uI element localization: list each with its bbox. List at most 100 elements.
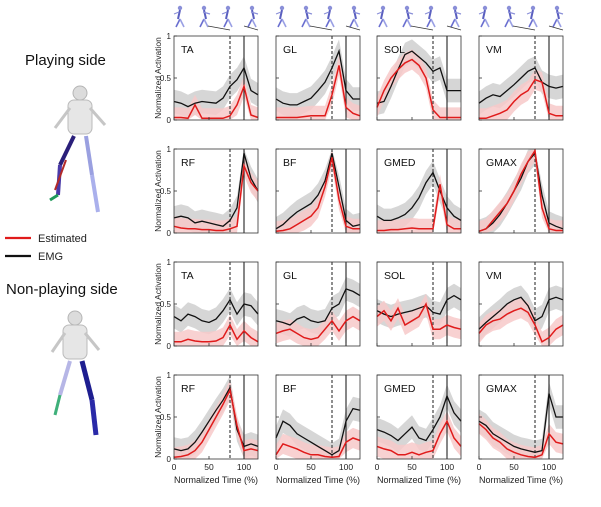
x-axis-label: Normalized Time (%) [174, 475, 258, 485]
emg-line [275, 153, 361, 230]
emg-sd-band [174, 288, 258, 335]
estimated-line [478, 307, 564, 343]
muscle-label: SOL [384, 270, 405, 282]
y-axis-label: Normalized Activation [153, 150, 163, 232]
muscle-label: GL [283, 44, 297, 56]
y-axis-label: Normalized Activation [153, 263, 163, 345]
pose-figure [504, 5, 516, 28]
panel-non-playing-sol: SOL [376, 261, 462, 347]
muscle-label: SOL [384, 44, 405, 56]
legend-emg-label: EMG [38, 251, 63, 263]
estimated-line [275, 315, 361, 341]
pose-figure [552, 5, 564, 28]
panel-playing-rf: RF 0 0.5 1 Normalized Activation [153, 145, 259, 238]
emg-line [478, 296, 564, 330]
estimated-line [174, 83, 259, 120]
estimated-sd-band [174, 380, 258, 459]
pose-figure [275, 5, 287, 28]
phase-connector [446, 25, 462, 31]
emg-line [275, 48, 360, 106]
y-tick-label: 0 [167, 229, 172, 238]
x-tick-label: 0 [274, 462, 279, 472]
panel-playing-gl: GL [275, 35, 361, 121]
emg-line [478, 67, 564, 104]
emg-line [173, 153, 259, 228]
pose-figure [199, 5, 211, 28]
estimated-sd-band [276, 306, 360, 346]
emg-line [173, 66, 259, 108]
y-tick-label: 0.5 [160, 187, 172, 196]
emg-sd-band [174, 149, 258, 233]
estimated-line [173, 162, 259, 232]
panel-non-playing-vm: VM [478, 261, 564, 347]
pose-figure [478, 5, 490, 28]
non-playing-side-title: Non-playing side [6, 281, 118, 298]
muscle-label: GL [283, 270, 297, 282]
phase-connector [512, 25, 536, 31]
panel-non-playing-gl: GL [275, 261, 361, 347]
panel-playing-sol: SOL [376, 35, 462, 121]
muscle-label: TA [181, 44, 194, 56]
phase-connector [207, 25, 231, 31]
x-axis-label: Normalized Time (%) [276, 475, 360, 485]
emg-sd-band [377, 384, 461, 453]
estimated-line [376, 302, 462, 330]
x-tick-label: 50 [407, 462, 417, 472]
emg-line [376, 294, 462, 318]
panel-non-playing-gmax: GMAX 0 50 100 Normalized Time (%) [477, 374, 564, 485]
x-tick-label: 50 [509, 462, 519, 472]
emg-line [173, 298, 259, 324]
x-axis-label: Normalized Time (%) [377, 475, 461, 485]
estimated-sd-band [377, 49, 461, 120]
panel-playing-gmed: GMED [376, 148, 462, 234]
x-tick-label: 100 [237, 462, 251, 472]
panel-playing-vm: VM [478, 35, 564, 121]
playing-side-title: Playing side [25, 52, 106, 69]
legend: Estimated EMG [5, 233, 87, 263]
muscle-label: GMAX [486, 383, 517, 395]
y-tick-label: 0.5 [160, 74, 172, 83]
estimated-line [377, 184, 461, 232]
y-tick-label: 0 [167, 342, 172, 351]
panel-playing-gmax: GMAX [478, 148, 564, 234]
y-axis-label: Normalized Activation [153, 37, 163, 119]
x-tick-label: 0 [172, 462, 177, 472]
muscle-label: VM [486, 270, 502, 282]
y-tick-label: 0 [167, 455, 172, 464]
panel-non-playing-gmed: GMED 0 50 100 Normalized Time (%) [375, 374, 462, 485]
pose-figure [349, 5, 361, 28]
x-tick-label: 50 [306, 462, 316, 472]
panel-playing-ta: TA 0 0.5 1 Normalized Activation [153, 32, 259, 125]
x-tick-label: 0 [375, 462, 380, 472]
y-tick-label: 0.5 [160, 300, 172, 309]
emg-line [275, 407, 361, 456]
estimated-line [276, 65, 361, 119]
estimated-line [275, 437, 361, 459]
estimated-line [275, 157, 360, 233]
pose-figure [450, 5, 462, 28]
muscle-label: BF [283, 157, 296, 169]
pose-figure [402, 5, 414, 28]
y-tick-label: 0 [167, 116, 172, 125]
x-tick-label: 50 [204, 462, 214, 472]
panel-non-playing-ta: TA 0 0.5 1 Normalized Activation [153, 258, 259, 351]
emg-line [173, 385, 259, 452]
estimated-sd-band [174, 76, 258, 120]
emg-line [478, 393, 563, 453]
emg-sd-band [276, 277, 360, 337]
muscle-label: BF [283, 383, 296, 395]
y-tick-label: 0.5 [160, 413, 172, 422]
panel-non-playing-rf: RF 0 0.5 1 0 50 100 Normalized Activation Normal… [153, 371, 259, 485]
muscle-label: GMED [384, 157, 416, 169]
pose-figure [424, 5, 436, 28]
panel-playing-bf: BF [275, 148, 361, 234]
x-tick-label: 100 [440, 462, 454, 472]
x-tick-label: 100 [542, 462, 556, 472]
x-axis-label: Normalized Time (%) [479, 475, 563, 485]
muscle-label: RF [181, 383, 195, 395]
emg-line [478, 151, 564, 232]
phase-connector [243, 25, 259, 31]
y-tick-label: 1 [167, 145, 172, 154]
muscle-label: GMED [384, 383, 416, 395]
estimated-line [478, 148, 563, 233]
